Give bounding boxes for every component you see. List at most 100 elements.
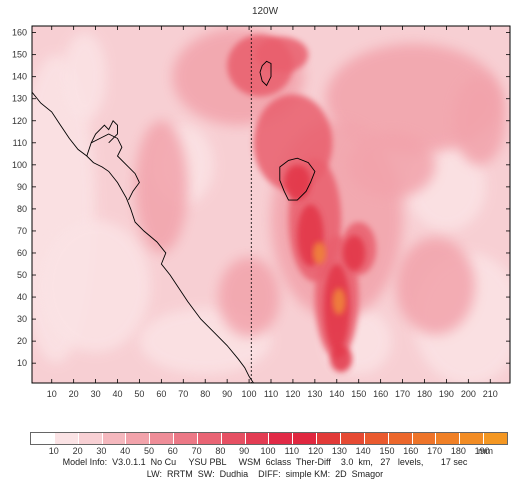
field-blob-mid (395, 237, 475, 335)
precipitation-map: 10 20 30 40 50 60 70 80 90 100 110 120 130 140 150 160 1… (12, 25, 511, 399)
y-tick-label: 110 (13, 138, 27, 148)
y-tick-label: 20 (17, 336, 27, 346)
legend-swatch (388, 433, 413, 444)
legend-label: 10 (48, 446, 59, 456)
legend-label: 150 (379, 446, 395, 456)
bay-area-outline (90, 120, 118, 144)
lake-outline-small (259, 60, 272, 87)
lake-outline (279, 157, 316, 201)
x-tick-label: 20 (69, 389, 79, 399)
field-blob-low (40, 219, 151, 353)
legend-swatch (436, 433, 461, 444)
bay-outline (86, 133, 140, 201)
y-tick-label: 80 (17, 204, 27, 214)
legend-swatch (102, 433, 127, 444)
x-tick-label: 50 (134, 389, 144, 399)
legend-label: 110 (284, 446, 299, 456)
legend-label: 90 (239, 446, 250, 456)
field-blob-mid (218, 257, 280, 337)
legend-label: 20 (72, 446, 83, 456)
y-tick-label: 50 (17, 270, 27, 280)
x-tick-label: 170 (395, 389, 410, 399)
legend-swatch (364, 433, 389, 444)
y-tick-label: 30 (17, 314, 27, 324)
x-axis: 10 20 30 40 50 60 70 80 90 100 110 120 130 140 150 160 1… (47, 26, 498, 399)
legend-colorbar (30, 432, 508, 445)
legend-label: 30 (96, 446, 107, 456)
x-tick-label: 130 (307, 389, 322, 399)
field-blob-very-high (284, 164, 311, 201)
field-blob-very-high (330, 345, 353, 372)
x-tick-label: 30 (91, 389, 101, 399)
y-tick-label: 40 (17, 292, 27, 302)
x-tick-label: 90 (222, 389, 232, 399)
legend-label: 50 (143, 446, 155, 456)
legend-swatch (126, 433, 151, 444)
legend-label: 190 (474, 446, 490, 456)
legend-swatch (317, 433, 341, 444)
x-tick-label: 160 (373, 389, 388, 399)
y-tick-label: 160 (12, 28, 27, 38)
y-tick-label: 100 (12, 160, 27, 170)
legend-swatch (484, 433, 507, 444)
legend-labels: 10 20 30 40 50 60 70 80 90 100 110 120 130 140 150 160 1… (30, 445, 506, 457)
coastline (32, 60, 316, 383)
legend-label: 40 (120, 446, 131, 456)
x-tick-label: 10 (47, 389, 57, 399)
y-tick-label: 130 (12, 94, 27, 104)
x-tick-label: 190 (439, 389, 454, 399)
x-tick-label: 150 (351, 389, 366, 399)
legend-swatch (54, 433, 79, 444)
legend-swatch (245, 433, 270, 444)
legend-swatch (340, 433, 365, 444)
field-blob-low (62, 32, 107, 121)
legend-swatch (197, 433, 222, 444)
legend-label: 70 (191, 446, 202, 456)
precipitation-field (32, 26, 510, 383)
field-blob-peak (332, 288, 346, 315)
legend-label: 140 (355, 446, 371, 456)
color-legend: 10 20 30 40 50 60 70 80 90 100 110 120 130 140 150 160 1… (30, 432, 508, 457)
field-blob-mid (347, 131, 436, 198)
x-tick-label: 80 (200, 389, 210, 399)
x-tick-label: 60 (156, 389, 166, 399)
y-tick-label: 70 (17, 226, 27, 236)
field-blob-high (255, 37, 309, 73)
legend-swatch (221, 433, 246, 444)
legend-swatch (174, 433, 198, 444)
x-tick-label: 110 (264, 389, 278, 399)
x-tick-label: 70 (178, 389, 188, 399)
x-tick-label: 200 (461, 389, 476, 399)
field-blob-mid (452, 76, 506, 165)
x-tick-label: 100 (242, 389, 257, 399)
legend-unit: mm (478, 446, 493, 456)
legend-swatch (460, 433, 485, 444)
field-blob-very-high (343, 235, 366, 271)
x-tick-label: 140 (329, 389, 344, 399)
y-tick-label: 150 (12, 50, 27, 60)
x-tick-label: 180 (417, 389, 432, 399)
x-tick-label: 120 (285, 389, 300, 399)
legend-swatch (150, 433, 175, 444)
legend-label: 80 (215, 446, 226, 456)
field-blob-peak (312, 241, 326, 264)
legend-label: 180 (450, 446, 466, 456)
meridian-label: 120W (251, 6, 279, 17)
legend-label: 120 (308, 446, 324, 456)
y-tick-label: 60 (17, 248, 27, 258)
legend-label: 60 (167, 446, 178, 456)
model-info-line-2: LW: RRTM SW: Dudhia DIFF: simple KM: 2D … (146, 469, 384, 479)
x-tick-label: 40 (113, 389, 123, 399)
legend-label: 100 (260, 446, 276, 456)
field-blob-mid (135, 120, 188, 253)
coastline-path (32, 91, 254, 383)
y-tick-label: 90 (17, 182, 27, 192)
legend-swatch (293, 433, 318, 444)
model-info-line-1: Model Info: V3.0.1.1 No Cu YSU PBL WSM 6… (62, 457, 468, 467)
y-tick-label: 140 (12, 72, 27, 82)
legend-swatch (412, 433, 437, 444)
legend-label: 170 (427, 446, 443, 456)
legend-swatch (269, 433, 294, 444)
legend-swatch (78, 433, 103, 444)
y-tick-label: 120 (12, 116, 27, 126)
